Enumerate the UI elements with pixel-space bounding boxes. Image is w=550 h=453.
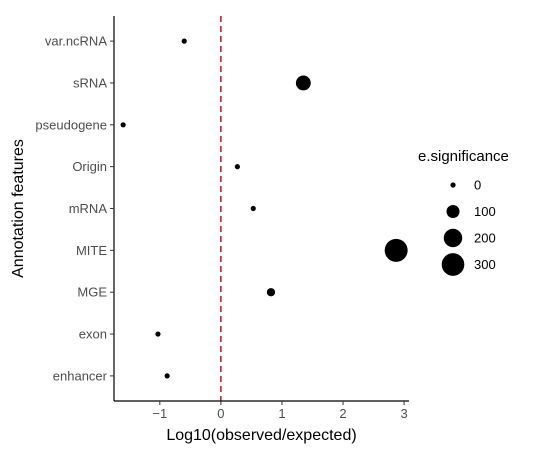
x-axis-title: Log10(observed/expected) — [166, 427, 356, 444]
legend-key — [443, 228, 463, 248]
y-tick-label: MGE — [77, 285, 107, 300]
legend-key — [450, 182, 456, 188]
x-tick-label: 0 — [217, 406, 224, 421]
x-tick-label: 3 — [400, 406, 407, 421]
y-tick-label: pseudogene — [35, 117, 107, 132]
legend-key — [441, 253, 465, 276]
legend-title: e.significance — [418, 148, 509, 165]
y-tick-label: var.ncRNA — [45, 34, 107, 49]
y-tick-label: sRNA — [73, 75, 107, 90]
data-point-enhancer — [164, 373, 170, 379]
x-tick-label: 2 — [339, 406, 346, 421]
y-axis: enhancer exon MGE MITE mRNA Origin pseudogene s… — [35, 16, 115, 401]
data-point-pseudogene — [120, 122, 126, 128]
data-point-var-ncrna — [181, 38, 187, 44]
y-axis-title: Annotation features — [10, 139, 27, 278]
data-point-origin — [234, 164, 240, 170]
data-point-exon — [155, 331, 161, 337]
y-tick-label: mRNA — [69, 201, 108, 216]
legend-label: 100 — [474, 204, 496, 219]
data-point-mrna — [250, 205, 256, 212]
data-point-mge — [266, 288, 276, 297]
x-tick-label: −1 — [152, 406, 167, 421]
data-point-srna — [295, 75, 311, 91]
x-axis: −1 0 1 2 3 — [114, 400, 409, 421]
legend-label: 300 — [474, 257, 496, 272]
legend: e.significance 0 100 200 300 — [418, 148, 509, 276]
plot-area — [120, 16, 408, 401]
legend-label: 0 — [474, 178, 481, 193]
y-tick-label: MITE — [76, 243, 107, 258]
y-tick-label: enhancer — [53, 368, 108, 383]
data-point-mite — [384, 238, 408, 262]
legend-label: 200 — [474, 231, 496, 246]
y-tick-label: exon — [79, 327, 107, 342]
x-tick-label: 1 — [278, 406, 285, 421]
y-tick-label: Origin — [72, 159, 107, 174]
legend-key — [446, 204, 460, 219]
